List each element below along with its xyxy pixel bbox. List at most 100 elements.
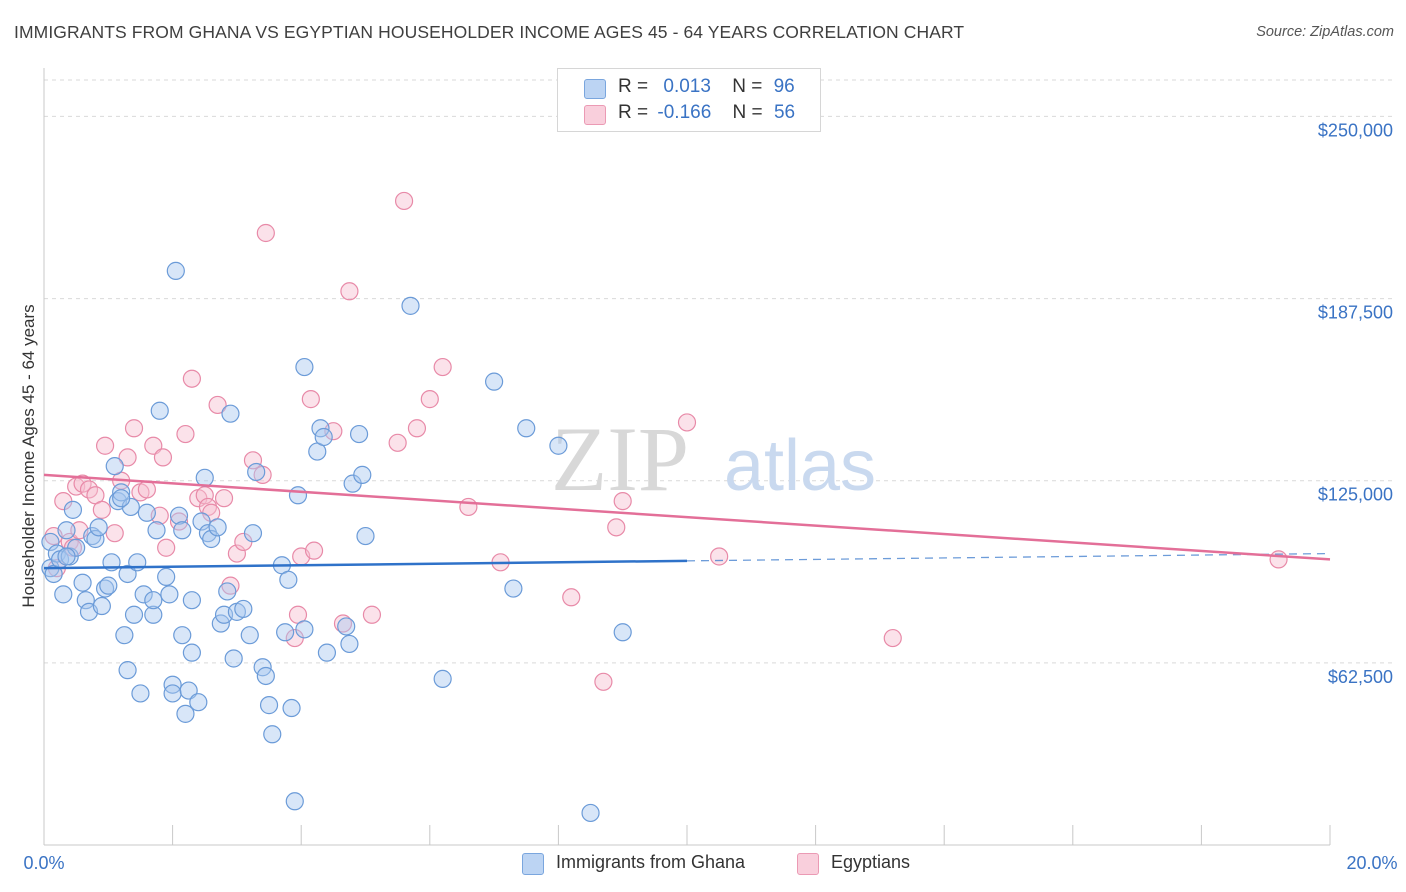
ghana-trend-extension: [686, 552, 1331, 562]
ghana-swatch: [522, 853, 544, 875]
ghana-point: [112, 489, 131, 508]
egyptians-point: [333, 614, 353, 633]
egyptians-point: [243, 451, 263, 470]
axes: [43, 68, 1331, 846]
ghana-point: [150, 401, 169, 420]
ghana-point: [95, 579, 115, 598]
ghana-point: [433, 669, 452, 688]
egyptians-point: [182, 369, 201, 388]
ghana-point: [57, 547, 76, 566]
egyptians-point: [677, 413, 697, 432]
ghana-point: [92, 596, 111, 616]
ghana-point: [285, 792, 304, 811]
egyptians-point: [362, 605, 382, 624]
egyptians-swatch: [797, 853, 819, 875]
ghana-point: [337, 617, 356, 636]
ghana-point: [288, 486, 308, 505]
watermark: ZIP atlas: [551, 408, 876, 510]
ghana-point: [295, 620, 314, 639]
x-tick-label: 20.0%: [1346, 853, 1397, 873]
ghana-point: [349, 424, 369, 444]
ghana-point: [63, 500, 83, 519]
ghana-point: [137, 503, 156, 522]
ghana-point: [118, 661, 137, 680]
ghana-point: [401, 296, 420, 315]
chart-title: IMMIGRANTS FROM GHANA VS EGYPTIAN HOUSEH…: [14, 22, 965, 42]
ghana-point: [256, 666, 275, 686]
egyptians-swatch: [584, 105, 606, 125]
egyptians-points: [44, 191, 1288, 691]
ghana-point: [118, 564, 137, 584]
egyptians-point: [208, 395, 227, 415]
egyptians-point: [227, 544, 246, 563]
ghana-point: [169, 506, 189, 525]
ghana-point: [517, 419, 536, 438]
ghana-point: [112, 483, 131, 502]
egyptians-point: [1269, 550, 1288, 569]
egyptians-point: [613, 492, 632, 511]
ghana-point: [176, 704, 195, 723]
ghana-point: [189, 693, 208, 712]
ghana-point: [317, 643, 337, 662]
ghana-point: [131, 684, 150, 703]
egyptians-point: [594, 672, 613, 691]
ghana-point: [144, 605, 163, 624]
ghana-point: [99, 576, 118, 595]
y-tick-label: $187,500: [1318, 303, 1393, 323]
legend-r-label: R =: [618, 102, 649, 123]
egyptians-trend-line: [43, 473, 1331, 561]
ghana-point: [41, 532, 60, 552]
trend-lines: [43, 473, 1331, 570]
egyptians-point: [883, 628, 902, 648]
ghana-point: [115, 626, 134, 645]
source-credit: Source: ZipAtlas.com: [1256, 24, 1394, 40]
ghana-point: [549, 436, 568, 455]
egyptians-point: [407, 419, 427, 438]
ghana-point: [295, 357, 314, 377]
egyptians-point: [157, 538, 176, 557]
ghana-point: [234, 599, 253, 619]
ghana-point: [182, 591, 201, 610]
ghana-point: [218, 582, 237, 601]
egyptians-point: [95, 436, 115, 455]
egyptians-point: [420, 390, 439, 409]
ghana-point: [340, 634, 359, 654]
egyptians-point: [221, 576, 240, 595]
ghana-point: [282, 698, 301, 718]
egyptians-point: [433, 357, 452, 377]
legend-n-value: 56: [773, 102, 796, 123]
legend-n-value: 96: [773, 76, 795, 97]
ghana-point: [160, 585, 179, 604]
legend-n-label: N =: [732, 76, 763, 97]
bottom-legend-label: Egyptians: [831, 852, 911, 872]
ghana-point: [263, 725, 282, 744]
ghana-point: [144, 591, 163, 610]
ghana-point: [124, 605, 144, 624]
ghana-point: [147, 521, 166, 540]
ghana-point: [353, 465, 372, 484]
egyptians-point: [256, 223, 275, 243]
watermark-atlas: atlas: [724, 426, 876, 506]
y-tick-label: $125,000: [1318, 485, 1393, 505]
ghana-point: [613, 623, 632, 642]
ghana-point: [198, 524, 218, 543]
legend-r-label: R =: [618, 76, 649, 97]
egyptians-point: [105, 524, 124, 543]
egyptians-point: [388, 433, 407, 452]
egyptians-point: [607, 518, 626, 537]
ghana-point: [259, 696, 279, 715]
egyptians-point: [176, 424, 195, 444]
ghana-point: [105, 457, 124, 476]
grid-lines: [44, 79, 1395, 664]
ghana-point: [86, 529, 105, 549]
y-tick-label: $62,500: [1328, 667, 1393, 687]
egyptians-point: [304, 541, 324, 560]
ghana-point: [202, 529, 221, 549]
egyptians-point: [153, 448, 173, 467]
ghana-point: [163, 684, 182, 703]
ghana-point: [166, 261, 185, 280]
ghana-point: [76, 591, 95, 610]
y-axis-label: Householder Income Ages 45 - 64 years: [19, 304, 38, 607]
ghana-point: [179, 681, 198, 700]
ghana-point: [173, 626, 192, 645]
